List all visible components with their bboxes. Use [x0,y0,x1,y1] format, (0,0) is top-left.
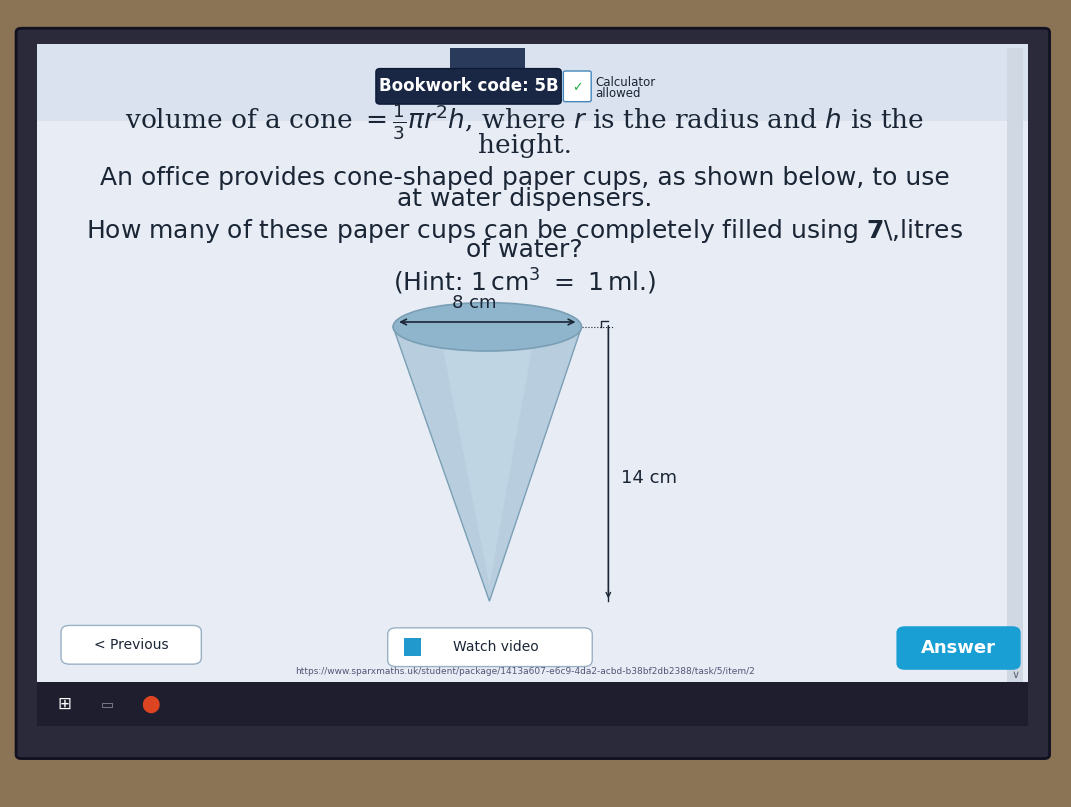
Polygon shape [440,335,534,585]
Text: ✓: ✓ [572,82,583,94]
Text: allowed: allowed [595,87,640,100]
FancyBboxPatch shape [896,626,1021,670]
Text: at water dispensers.: at water dispensers. [397,186,652,211]
FancyBboxPatch shape [388,628,592,667]
Polygon shape [393,327,582,601]
Text: Bookwork code: 5B: Bookwork code: 5B [379,77,558,95]
FancyBboxPatch shape [376,69,561,104]
Text: ▭: ▭ [101,696,114,711]
Text: An office provides cone-shaped paper cups, as shown below, to use: An office provides cone-shaped paper cup… [100,166,950,190]
FancyBboxPatch shape [404,638,421,656]
FancyBboxPatch shape [37,44,1028,726]
FancyBboxPatch shape [563,71,591,102]
Text: ⊞: ⊞ [58,695,71,713]
FancyBboxPatch shape [37,688,1028,726]
Text: height.: height. [478,133,572,157]
Text: Answer: Answer [921,639,996,657]
Text: 14 cm: 14 cm [621,469,677,487]
Text: How many of these paper cups can be completely filled using $\mathbf{7}$\,litres: How many of these paper cups can be comp… [87,217,963,245]
FancyBboxPatch shape [61,625,201,664]
FancyBboxPatch shape [37,682,1028,726]
Text: of water?: of water? [467,238,583,262]
FancyBboxPatch shape [16,28,1050,759]
Text: < Previous: < Previous [94,638,168,652]
Text: (Hint: 1$\,$cm$^3$ $=$ 1$\,$ml.): (Hint: 1$\,$cm$^3$ $=$ 1$\,$ml.) [393,266,657,297]
Text: Watch video: Watch video [453,640,539,654]
Text: https://www.sparxmaths.uk/student/package/1413a607-e6c9-4da2-acbd-b38bf2db2388/t: https://www.sparxmaths.uk/student/packag… [295,667,755,676]
Text: volume of a cone $= \frac{1}{3}\pi r^2 h$, where $r$ is the radius and $h$ is th: volume of a cone $= \frac{1}{3}\pi r^2 h… [125,102,924,142]
Text: ⬤: ⬤ [140,695,160,713]
FancyBboxPatch shape [1007,48,1023,682]
FancyBboxPatch shape [37,44,1028,121]
Text: 8 cm: 8 cm [452,295,497,312]
Text: Calculator: Calculator [595,76,655,89]
FancyBboxPatch shape [450,48,525,69]
Ellipse shape [393,303,582,351]
Text: ∨: ∨ [1011,671,1020,680]
